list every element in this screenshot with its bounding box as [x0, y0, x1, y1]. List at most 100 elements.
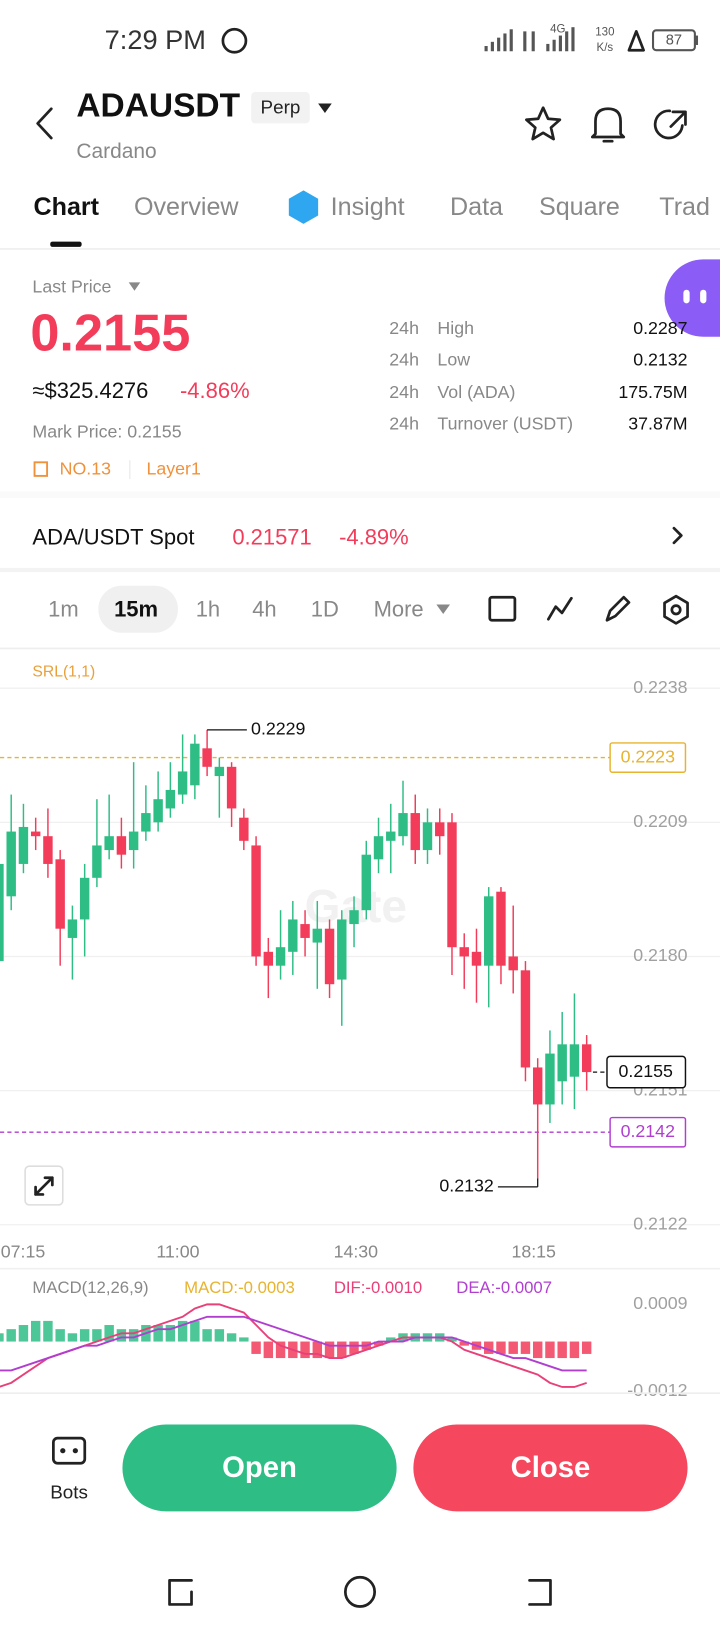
candle-body	[300, 924, 310, 938]
price-line-label: 0.2223	[621, 746, 675, 766]
stat-value: 175.75M	[618, 382, 687, 402]
x-tick-label: 07:15	[1, 1242, 46, 1262]
interval[interactable]: 1m	[48, 597, 79, 622]
macd-bar	[202, 1329, 212, 1342]
nav-back[interactable]	[528, 1579, 552, 1606]
macd-bar	[214, 1329, 225, 1342]
divider	[0, 491, 720, 498]
candle-body	[312, 928, 323, 943]
spot-chevron[interactable]	[672, 526, 683, 545]
last-price: 0.2155	[30, 305, 190, 363]
badge-bg	[251, 92, 310, 124]
favorite-button[interactable]	[525, 106, 562, 141]
tab[interactable]: Trad	[659, 193, 710, 221]
macd-bar	[569, 1341, 580, 1359]
last-price-dropdown[interactable]	[128, 282, 141, 291]
candle-body	[141, 813, 151, 832]
macd-bar	[275, 1341, 286, 1359]
candle-body	[373, 836, 384, 860]
open-label[interactable]: Open	[222, 1451, 297, 1484]
macd-bar	[300, 1341, 310, 1359]
close-label[interactable]: Close	[511, 1451, 591, 1484]
macd-bar	[6, 1329, 16, 1342]
assistant-eye	[700, 289, 707, 304]
symbol-dropdown[interactable]	[318, 103, 332, 113]
macd-bar	[0, 1333, 4, 1342]
bots-eye	[72, 1448, 78, 1454]
assistant-bubble[interactable]	[664, 259, 720, 337]
tab[interactable]: Data	[450, 193, 503, 221]
macd-bar	[67, 1333, 78, 1342]
interval[interactable]: 4h	[252, 597, 276, 622]
rank-icon	[33, 461, 49, 477]
macd-bar	[55, 1329, 65, 1342]
settings-button[interactable]	[663, 594, 689, 625]
macd-tick-label: 0.0009	[633, 1293, 687, 1313]
bots-eye	[60, 1448, 66, 1454]
macd-bar	[324, 1341, 335, 1359]
candle-body	[410, 813, 420, 851]
macd-bar	[153, 1325, 163, 1342]
tab[interactable]: Insight	[331, 193, 405, 221]
alert-button[interactable]	[590, 107, 626, 143]
y-tick-label: 0.2122	[633, 1213, 687, 1233]
speed-value: 130	[595, 26, 614, 38]
network-type: 4G	[550, 23, 565, 35]
assistant-eye	[683, 289, 690, 304]
interval[interactable]: 1h	[196, 597, 220, 622]
y-tick-label: 0.2209	[633, 811, 687, 831]
tab[interactable]: Overview	[134, 193, 239, 221]
macd-bar	[349, 1341, 359, 1354]
candle-body	[398, 813, 408, 837]
expand-icon	[34, 1176, 54, 1196]
macd-bar	[43, 1320, 53, 1342]
y-tick-label: 0.2180	[633, 945, 687, 965]
bots-icon[interactable]	[52, 1436, 87, 1465]
interval[interactable]: 1D	[311, 597, 339, 622]
rank[interactable]: NO.13	[60, 458, 111, 478]
macd-bar	[386, 1337, 396, 1342]
candle-body	[239, 817, 249, 841]
dea-line	[0, 1315, 587, 1372]
back-button[interactable]	[36, 107, 53, 140]
close-button[interactable]	[413, 1424, 688, 1512]
nav-home[interactable]	[343, 1575, 377, 1608]
interval[interactable]: More	[374, 597, 424, 622]
macd-label: MACD(12,26,9)	[32, 1278, 148, 1297]
spot-pair[interactable]: ADA/USDT Spot	[32, 524, 194, 549]
battery-tip	[694, 35, 699, 45]
indicator-button[interactable]	[547, 596, 573, 621]
interval-selected-bg	[98, 585, 178, 633]
macd-bar	[165, 1325, 176, 1342]
share-button[interactable]	[653, 109, 687, 140]
open-button[interactable]	[122, 1424, 397, 1512]
alert-icon	[627, 30, 645, 52]
candle-body	[0, 863, 4, 962]
spot-price: 0.21571	[232, 524, 311, 549]
more-dropdown[interactable]	[436, 604, 450, 614]
tag[interactable]: Layer1	[147, 458, 201, 478]
nav-recents[interactable]	[168, 1579, 193, 1606]
candlestick-chart: SRL(1,1)Gate0.22380.22090.21800.21510.21…	[0, 664, 720, 1400]
tab[interactable]: Square	[539, 193, 620, 221]
fullscreen-button[interactable]	[488, 595, 517, 622]
interval[interactable]: 15m	[114, 597, 158, 622]
macd-bar	[92, 1329, 102, 1342]
bots-label[interactable]: Bots	[50, 1482, 88, 1503]
dif-value: DIF:-0.0010	[334, 1278, 422, 1297]
macd-bar	[128, 1329, 139, 1342]
badge[interactable]: Perp	[261, 97, 301, 118]
stat-period: 24h	[389, 350, 419, 370]
price-line-box	[609, 1116, 687, 1148]
tab[interactable]: Chart	[33, 193, 99, 221]
price-line-box	[609, 742, 687, 773]
candle-body	[263, 951, 274, 966]
macd-bar	[30, 1320, 41, 1342]
draw-button[interactable]	[605, 595, 631, 622]
candle-body	[386, 831, 396, 841]
candle-body	[6, 831, 16, 897]
x-tick-label: 18:15	[511, 1242, 556, 1262]
macd-bar	[251, 1341, 261, 1354]
x-tick-label: 11:00	[156, 1242, 199, 1262]
candle-body	[116, 836, 127, 855]
